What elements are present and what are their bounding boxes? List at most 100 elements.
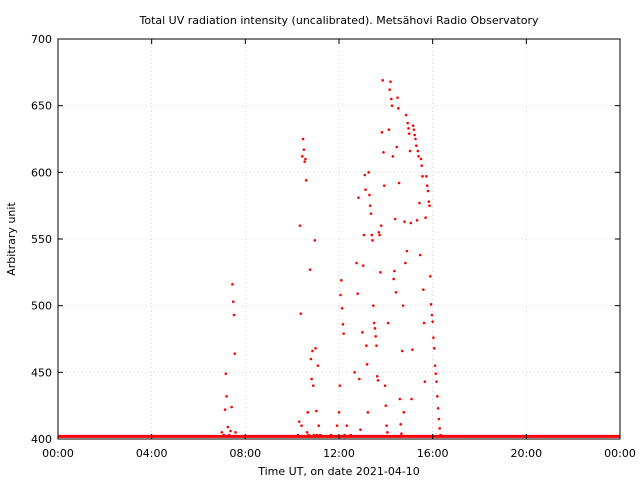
data-point <box>420 164 424 167</box>
data-point <box>406 121 409 125</box>
data-point <box>438 427 441 430</box>
data-point <box>329 433 333 437</box>
data-point <box>313 239 317 242</box>
data-point <box>421 175 424 178</box>
data-point <box>431 320 434 323</box>
data-point <box>317 424 321 427</box>
data-point <box>340 279 343 282</box>
data-point <box>370 233 374 237</box>
data-point <box>400 349 404 353</box>
x-tick-label: 12:00 <box>323 447 355 460</box>
data-point <box>300 424 303 427</box>
data-point <box>418 253 422 257</box>
data-point <box>382 151 385 154</box>
data-point <box>409 221 413 225</box>
data-point <box>427 200 431 203</box>
data-point <box>403 220 406 223</box>
data-point <box>422 288 425 291</box>
data-point <box>314 347 317 350</box>
data-point <box>413 133 417 137</box>
data-point <box>416 149 420 153</box>
data-point <box>436 395 439 398</box>
data-point <box>357 377 361 381</box>
data-point <box>383 384 387 387</box>
data-point <box>437 417 441 421</box>
data-point <box>417 155 420 158</box>
data-point <box>423 380 427 383</box>
data-point <box>381 79 385 82</box>
data-point <box>234 431 237 434</box>
data-point <box>404 113 408 117</box>
data-point <box>436 407 440 410</box>
data-point <box>368 193 371 197</box>
data-point <box>407 132 411 135</box>
data-point <box>369 212 373 215</box>
x-tick-label: 08:00 <box>229 447 261 460</box>
data-point <box>308 268 312 271</box>
data-point <box>379 224 383 227</box>
data-point <box>306 411 310 414</box>
data-point <box>389 97 393 101</box>
data-point <box>365 363 369 366</box>
x-tick-label: 00:00 <box>42 447 74 460</box>
data-point <box>342 332 345 335</box>
data-point <box>404 261 407 265</box>
data-point <box>366 411 370 414</box>
data-point <box>405 249 409 253</box>
data-point <box>428 204 431 207</box>
data-point <box>401 304 405 307</box>
data-point <box>386 431 389 434</box>
data-point <box>414 144 418 147</box>
data-point <box>429 275 432 278</box>
data-point <box>415 219 419 222</box>
chart-title: Total UV radiation intensity (uncalibrat… <box>139 14 539 27</box>
data-point <box>385 424 388 427</box>
data-point <box>316 364 320 367</box>
data-point <box>368 204 372 207</box>
data-point <box>398 397 402 401</box>
data-point <box>299 312 303 315</box>
data-point <box>338 384 342 387</box>
data-point <box>386 321 390 325</box>
data-point <box>435 380 438 383</box>
data-point <box>372 321 376 325</box>
data-point <box>410 397 413 401</box>
data-point <box>376 379 380 382</box>
y-axis-label: Arbitrary unit <box>5 202 18 276</box>
data-point <box>357 196 360 199</box>
data-point <box>377 231 381 234</box>
data-point <box>361 331 364 334</box>
data-point <box>375 375 379 378</box>
data-point <box>305 431 309 434</box>
x-tick-label: 00:00 <box>604 447 636 460</box>
data-point <box>439 433 442 437</box>
data-point <box>343 433 346 437</box>
data-point <box>373 327 377 330</box>
grid-lines <box>58 39 620 439</box>
data-point <box>359 428 362 431</box>
y-tick-label: 600 <box>31 166 52 179</box>
data-point <box>227 433 231 437</box>
data-point <box>341 323 345 326</box>
data-point <box>429 303 433 306</box>
data-point <box>400 432 403 435</box>
data-point <box>397 107 400 110</box>
x-tick-label: 20:00 <box>510 447 542 460</box>
data-point <box>426 189 430 193</box>
y-tick-label: 450 <box>31 366 52 379</box>
data-point <box>301 137 305 141</box>
data-point <box>356 292 360 295</box>
data-point <box>434 372 438 375</box>
data-point <box>337 411 341 414</box>
data-point <box>224 372 228 375</box>
data-point <box>309 357 313 361</box>
data-point <box>303 160 306 163</box>
data-point <box>304 179 308 182</box>
data-point <box>361 264 365 267</box>
data-point <box>229 429 232 433</box>
data-point <box>304 157 307 161</box>
data-point <box>340 307 344 310</box>
data-point <box>412 128 416 131</box>
data-point <box>235 435 239 438</box>
data-point <box>296 433 300 437</box>
